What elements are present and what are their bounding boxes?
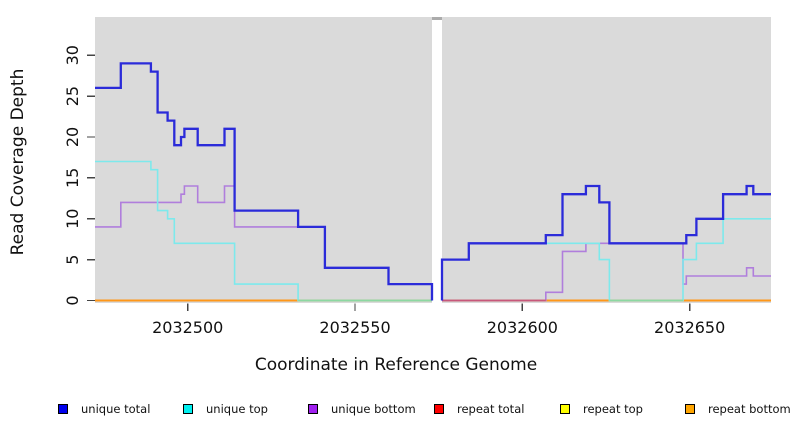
legend-label: repeat bottom — [708, 402, 791, 416]
legend-item-unique-total: unique total — [58, 400, 150, 418]
svg-text:15: 15 — [63, 168, 82, 188]
legend-item-repeat-top: repeat top — [560, 400, 643, 418]
legend-item-unique-top: unique top — [183, 400, 268, 418]
svg-text:30: 30 — [63, 45, 82, 65]
svg-text:2032650: 2032650 — [654, 318, 725, 337]
repeat-top-swatch-icon — [560, 404, 570, 414]
repeat-total-swatch-icon — [434, 404, 444, 414]
svg-text:20: 20 — [63, 127, 82, 147]
chart-legend: unique total unique top unique bottom re… — [0, 400, 792, 424]
legend-label: repeat total — [457, 402, 525, 416]
unique-bottom-swatch-icon — [308, 404, 318, 414]
legend-label: unique bottom — [331, 402, 416, 416]
legend-label: unique top — [206, 402, 268, 416]
legend-item-unique-bottom: unique bottom — [308, 400, 416, 418]
coverage-chart: 0 5 10 15 20 25 30 2032500 2032550 2032600 2032650 — [63, 17, 771, 337]
y-axis-title: Read Coverage Depth — [8, 68, 28, 256]
unique-top-swatch-icon — [183, 404, 193, 414]
legend-item-repeat-total: repeat total — [434, 400, 524, 418]
svg-text:2032600: 2032600 — [487, 318, 558, 337]
svg-text:2032550: 2032550 — [319, 318, 390, 337]
svg-text:25: 25 — [63, 86, 82, 106]
svg-text:5: 5 — [63, 255, 82, 265]
svg-text:0: 0 — [63, 295, 82, 305]
x-axis-title: Coordinate in Reference Genome — [254, 355, 538, 375]
legend-item-repeat-bottom: repeat bottom — [685, 400, 791, 418]
svg-text:2032500: 2032500 — [152, 318, 223, 337]
svg-text:10: 10 — [63, 209, 82, 229]
unique-total-swatch-icon — [58, 404, 68, 414]
legend-label: repeat top — [583, 402, 643, 416]
repeat-bottom-swatch-icon — [685, 404, 695, 414]
legend-label: unique total — [81, 402, 151, 416]
